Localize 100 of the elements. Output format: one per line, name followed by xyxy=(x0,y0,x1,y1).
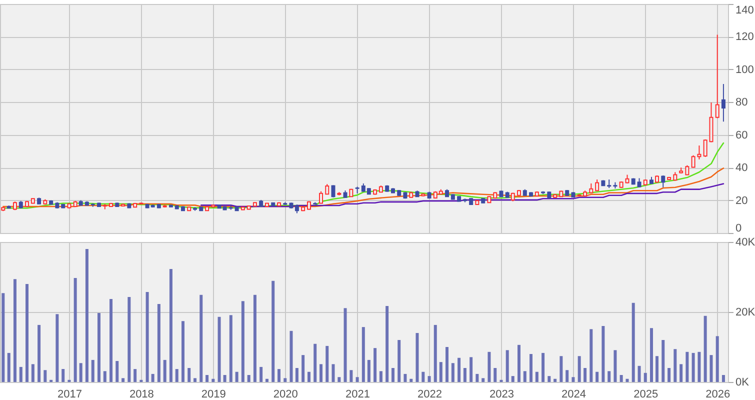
bar xyxy=(506,350,509,382)
bar xyxy=(391,368,394,382)
bar xyxy=(62,369,65,382)
y-tick-label: 40K xyxy=(736,236,755,248)
x-tick-label: 2018 xyxy=(129,388,154,400)
bar xyxy=(482,378,485,382)
y-tick-label: 120 xyxy=(736,31,754,44)
bar xyxy=(151,374,154,382)
bar xyxy=(169,268,172,382)
bar xyxy=(517,344,520,382)
bar xyxy=(386,306,389,382)
y-tick-label: 80 xyxy=(736,96,748,109)
x-tick-label: 2019 xyxy=(201,388,226,400)
bar xyxy=(530,354,533,382)
bar xyxy=(223,375,226,382)
bar xyxy=(344,308,347,382)
bar xyxy=(398,340,401,382)
bar xyxy=(103,371,106,382)
bar xyxy=(134,369,137,382)
bar xyxy=(572,377,575,382)
bar xyxy=(434,324,437,382)
bar xyxy=(218,316,221,382)
bar xyxy=(146,292,149,382)
bar xyxy=(128,296,131,382)
bar xyxy=(698,352,701,382)
bar xyxy=(578,356,581,382)
bar xyxy=(235,372,238,382)
bar xyxy=(260,366,263,382)
x-tick-label: 2025 xyxy=(634,388,658,400)
bar xyxy=(511,376,514,382)
bar xyxy=(13,279,16,382)
bar xyxy=(320,364,323,382)
bar xyxy=(542,352,545,382)
bar xyxy=(548,376,551,382)
bar xyxy=(302,355,305,382)
y-tick-label: 0K xyxy=(736,376,750,388)
bar xyxy=(2,293,5,382)
bar xyxy=(26,284,29,382)
bar xyxy=(656,356,659,382)
bar xyxy=(307,372,310,382)
bar xyxy=(626,378,629,382)
bar xyxy=(662,340,665,382)
bar xyxy=(494,368,497,382)
bar xyxy=(212,378,215,382)
bar xyxy=(188,368,191,382)
bar xyxy=(523,371,526,382)
bar xyxy=(566,370,569,382)
bar xyxy=(704,316,707,382)
y-tick-label: 100 xyxy=(736,64,754,76)
bar xyxy=(19,366,22,382)
bar xyxy=(644,372,647,382)
bar xyxy=(410,378,413,382)
bar xyxy=(295,368,298,382)
bar xyxy=(265,378,268,382)
bar xyxy=(422,372,425,382)
y-tick-label: 20K xyxy=(736,306,755,318)
bar xyxy=(458,358,461,382)
bar xyxy=(247,375,250,382)
bar xyxy=(674,349,677,382)
y-tick-label: 60 xyxy=(736,129,748,142)
bar xyxy=(602,326,605,382)
bar xyxy=(31,364,34,382)
bar xyxy=(356,377,359,382)
bar xyxy=(439,362,442,382)
bar xyxy=(554,378,557,382)
bar xyxy=(470,357,473,382)
y-tick-label: 140 xyxy=(736,4,754,16)
x-tick-label: 2024 xyxy=(561,388,586,400)
bar xyxy=(463,368,466,382)
bar xyxy=(44,370,47,382)
bar xyxy=(314,344,317,382)
bar xyxy=(56,314,59,382)
bar xyxy=(692,352,695,382)
bar xyxy=(110,299,113,382)
bar xyxy=(241,301,244,382)
bar xyxy=(710,355,713,382)
x-tick-label: 2017 xyxy=(57,388,82,400)
bar xyxy=(194,378,197,382)
x-tick-label: 2022 xyxy=(418,388,442,400)
bar xyxy=(476,374,479,382)
bar xyxy=(614,350,617,382)
bar xyxy=(632,302,635,382)
bar xyxy=(122,378,125,382)
bar xyxy=(79,363,82,382)
bar xyxy=(91,360,94,382)
bar xyxy=(175,369,178,382)
x-tick-label: 2020 xyxy=(273,388,298,400)
x-tick-label: 2026 xyxy=(706,388,730,400)
bar xyxy=(272,280,275,382)
bar xyxy=(181,321,184,382)
bar xyxy=(488,352,491,382)
bar xyxy=(362,327,365,382)
bar xyxy=(97,313,100,382)
bar xyxy=(379,371,382,382)
bar xyxy=(284,378,287,382)
bar xyxy=(206,375,209,382)
bar xyxy=(278,369,281,382)
y-tick-label: 0 xyxy=(736,222,742,234)
bar xyxy=(428,376,431,382)
bar xyxy=(596,372,599,382)
